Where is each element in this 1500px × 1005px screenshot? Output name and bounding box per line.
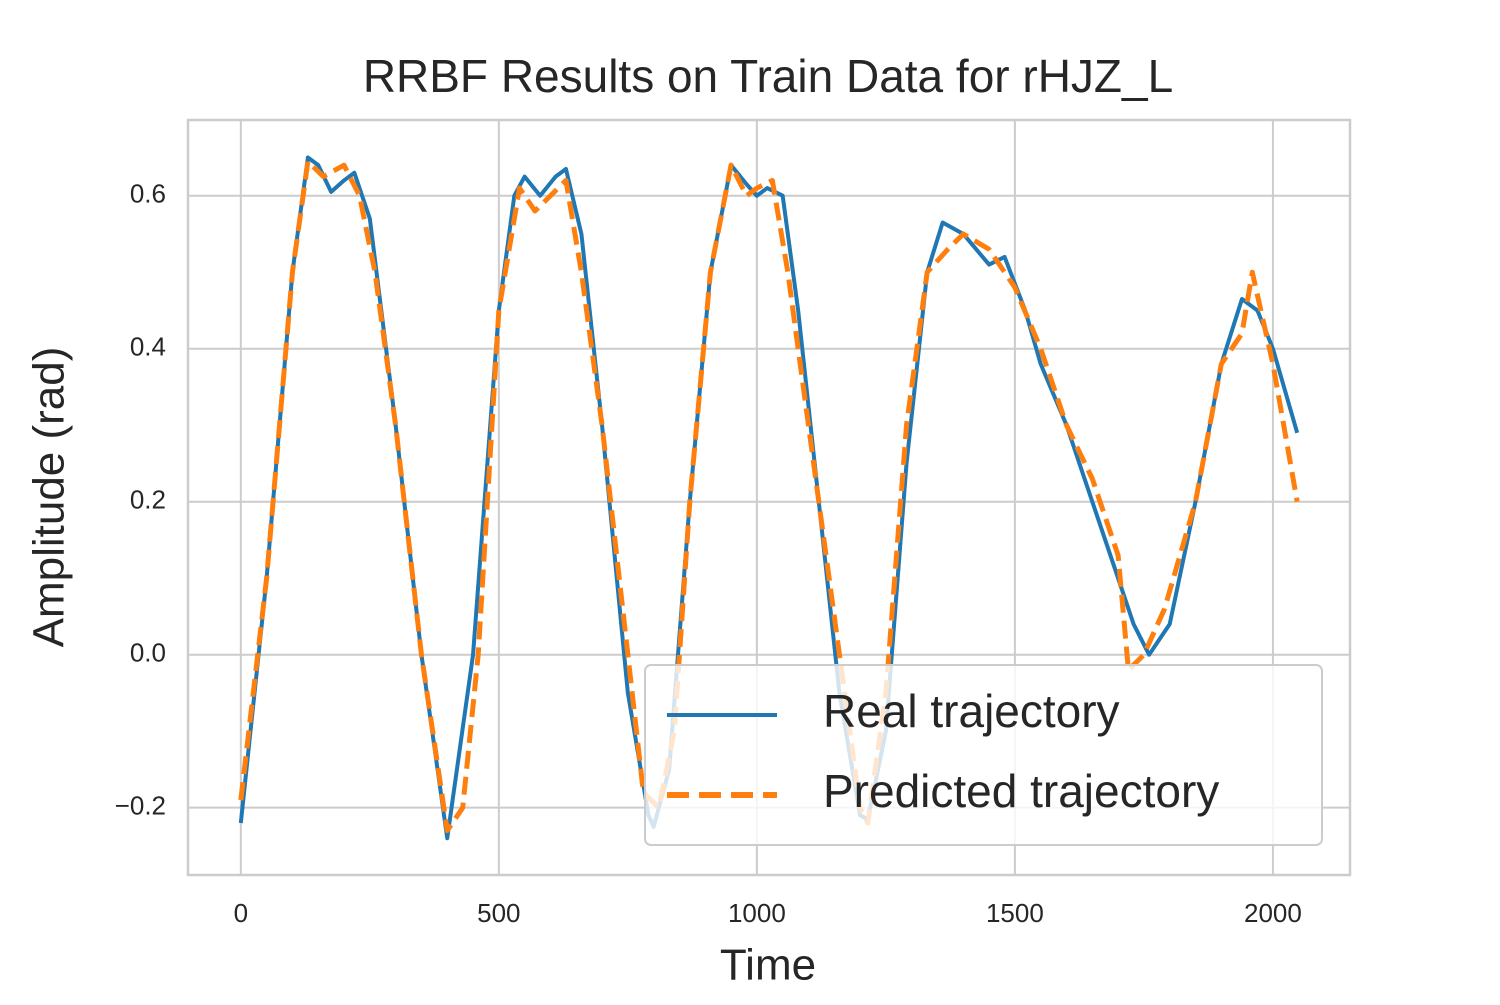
legend-label: Predicted trajectory — [823, 765, 1219, 817]
y-tick-label: 0.6 — [130, 179, 166, 209]
legend: Real trajectory Predicted trajectory — [644, 664, 1323, 846]
data-line — [238, 158, 1300, 834]
x-tick-label: 0 — [234, 898, 248, 928]
x-tick-label: 1000 — [728, 898, 786, 928]
x-axis-label: Time — [720, 941, 816, 990]
x-tick-label: 500 — [477, 898, 520, 928]
y-tick-label: 0.0 — [130, 638, 166, 668]
y-tick-label: 0.4 — [130, 332, 166, 362]
y-tick-label: −0.2 — [115, 791, 166, 821]
legend-label: Real trajectory — [823, 685, 1120, 737]
y-tick-label: 0.2 — [130, 485, 166, 515]
plot-frame — [186, 118, 1352, 877]
x-tick-label: 2000 — [1244, 898, 1302, 928]
x-tick-label: 1500 — [986, 898, 1044, 928]
y-axis-label: Amplitude (rad) — [25, 347, 74, 648]
chart-title: RRBF Results on Train Data for rHJZ_L — [363, 50, 1173, 102]
legend-box — [644, 664, 1323, 846]
